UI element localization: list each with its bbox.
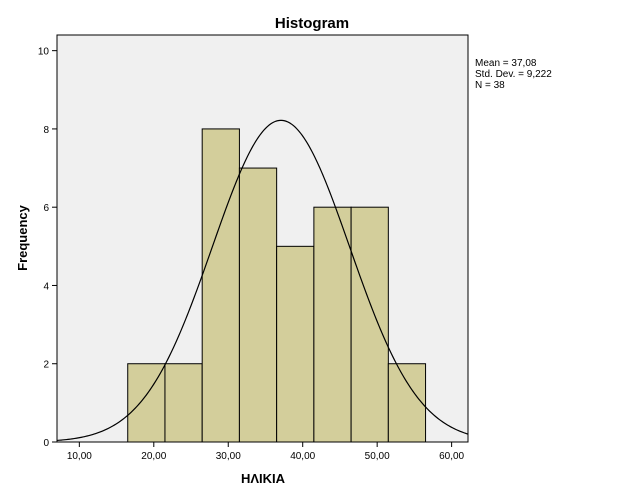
y-tick-label: 0 (43, 438, 49, 449)
y-axis-label: Frequency (15, 204, 30, 271)
histogram-bar (164, 363, 203, 443)
histogram-bars (127, 128, 427, 443)
x-axis-ticks: 10,00 20,00 30,00 40,00 50,00 60,00 (67, 442, 465, 462)
stats-n: N = 38 (475, 80, 505, 91)
y-tick-label: 10 (38, 47, 50, 58)
y-tick-label: 6 (43, 203, 49, 214)
x-tick-label: 60,00 (439, 451, 464, 462)
y-tick-label: 4 (43, 281, 49, 292)
x-tick-label: 30,00 (216, 451, 241, 462)
chart-title: Histogram (275, 15, 349, 32)
stats-std-dev: Std. Dev. = 9,222 (475, 69, 552, 80)
normal-curve (56, 119, 469, 442)
x-axis-label: ΗΛΙΚΙΑ (241, 471, 286, 486)
y-tick-label: 2 (43, 360, 49, 371)
stats-mean: Mean = 37,08 (475, 58, 537, 69)
x-tick-label: 10,00 (67, 451, 92, 462)
stats-legend: Mean = 37,08 Std. Dev. = 9,222 N = 38 (475, 58, 552, 91)
y-tick-label: 8 (43, 125, 49, 136)
histogram-bar (238, 167, 278, 443)
histogram-bar (201, 128, 240, 443)
histogram-bar (276, 245, 315, 443)
y-axis-ticks: 0 2 4 6 8 10 (38, 47, 57, 449)
x-tick-label: 50,00 (365, 451, 390, 462)
histogram-bar (313, 206, 352, 443)
histogram-bar (387, 363, 427, 443)
histogram-bar (350, 206, 389, 443)
x-tick-label: 20,00 (141, 451, 166, 462)
x-tick-label: 40,00 (290, 451, 315, 462)
